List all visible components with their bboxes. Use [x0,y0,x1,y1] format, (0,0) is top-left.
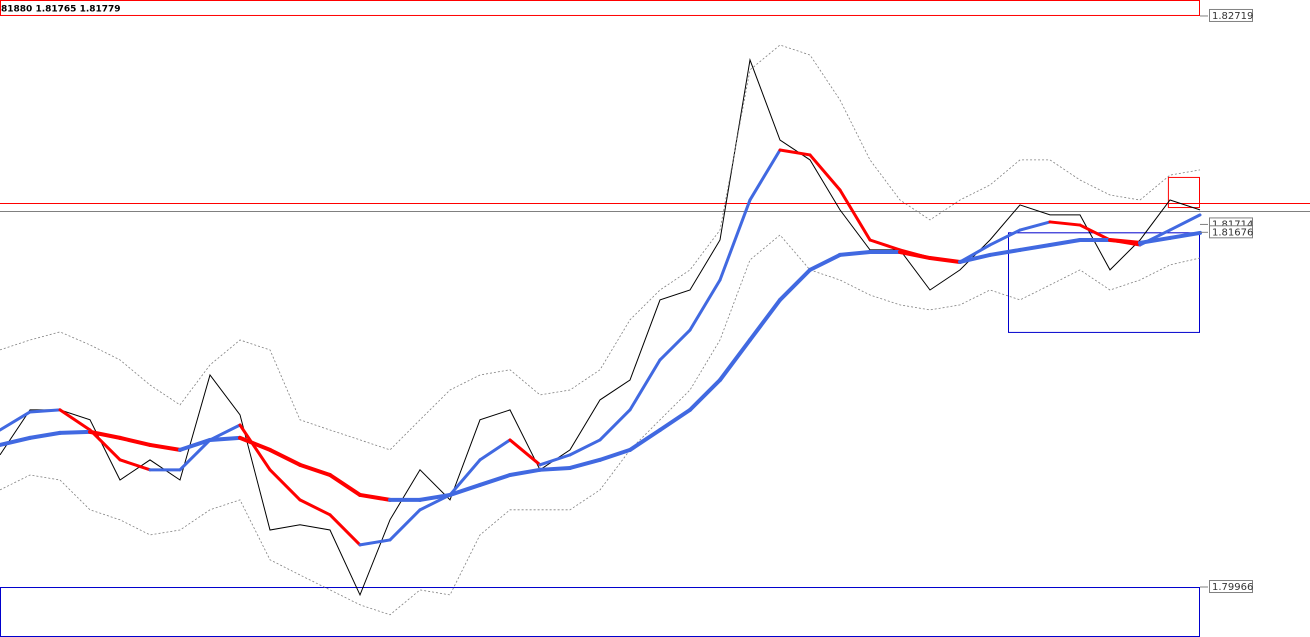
ma-segment [448,482,482,497]
y-tick-label: 1.81676 [1212,227,1253,238]
ma-segment [1168,230,1202,240]
ma-segment [628,427,662,452]
ma-segment [268,468,302,502]
ma-segment [0,410,32,432]
ma-segment [478,473,512,487]
ma-segment [898,250,932,261]
ma-segment [148,442,182,452]
y-tick-label: 1.81714 [1212,219,1253,230]
ma-segment [718,337,752,383]
ma-segment [658,328,692,362]
price-line [0,57,1201,597]
ma-segment [808,252,842,272]
box [1008,232,1200,333]
ma-segment [298,498,332,517]
ma-segment [238,435,272,452]
ma-segment [628,358,662,412]
ma-segment [598,447,632,462]
y-label-box [1209,225,1253,239]
ma-segment [1018,242,1052,252]
ma-segment [1048,237,1082,247]
ma-segment [958,252,992,264]
ma-segment [718,198,752,282]
ma-segment [328,513,362,547]
price-header: 81880 1.81765 1.81779 [1,5,121,15]
box [0,587,1200,637]
ma-segment [28,408,62,414]
box [0,0,1200,16]
ma-segment [688,378,722,412]
ma-segment [358,492,392,502]
ma-segment [418,492,452,502]
ma-segment [688,278,722,332]
ma-segment [28,430,62,440]
ma-segment [478,438,512,462]
ma-segment [538,465,572,472]
ma-segment [118,435,152,447]
ma-segment [118,458,152,472]
ma-segment [838,250,872,257]
band-line [0,44,1201,451]
ma-segment [448,458,482,497]
ma-segment [1108,237,1142,245]
ma-segment [178,438,212,472]
ma-segment [538,453,572,467]
ma-segment [208,435,242,442]
ma-segment [178,437,212,452]
ma-segment [568,438,602,457]
ma-segment [88,429,122,440]
ma-segment [1138,235,1172,245]
ma-segment [88,428,122,462]
band-line [0,234,1201,616]
ma-segment [778,267,812,302]
ma-segment [328,473,362,497]
ma-segment [388,508,422,542]
ma-segment [1168,213,1202,232]
ma-segment [238,423,272,472]
ma-segment [568,457,602,470]
ma-segment [1048,220,1082,227]
ma-segment [58,429,92,435]
ma-segment [748,148,782,202]
ma-segment [1018,220,1052,232]
ma-segment [508,438,542,467]
ma-segment [0,435,32,447]
ma-segment [778,148,812,157]
ma-segment [658,407,692,432]
box [1167,176,1201,209]
ma-segment [358,538,392,547]
ma-segment [598,408,632,442]
ma-segment [988,247,1022,257]
ma-segment [928,256,962,264]
ma-segment [508,467,542,478]
ma-segment [838,188,872,242]
ma-segment [808,153,842,192]
ma-segment [268,447,302,467]
ma-segment [208,423,242,442]
y-label-box [1209,580,1253,594]
ma-segment [58,408,92,432]
ma-segment [1078,223,1112,242]
ma-segment [298,462,332,478]
y-tick-label: 1.82719 [1212,11,1253,22]
y-tick-label: 1.79966 [1212,582,1253,593]
ma-segment [748,297,782,342]
y-label-box [1209,8,1253,22]
ma-segment [988,228,1022,247]
ma-segment [868,238,902,252]
